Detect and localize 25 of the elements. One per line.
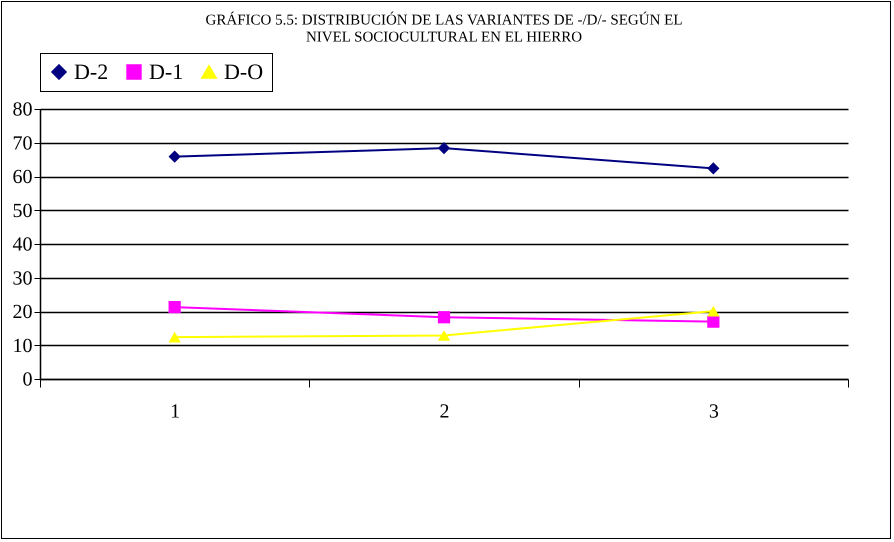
point — [707, 162, 720, 175]
legend-label: D-1 — [149, 59, 184, 84]
chart-title: GRÁFICO 5.5: DISTRIBUCIÓN DE LAS VARIANTES DE -/D/- SEGÚN EL NIVEL SOCIOCULTURAL EN EL HIERRO — [206, 12, 682, 46]
y-tick-label: 40 — [12, 234, 32, 256]
point — [438, 142, 450, 154]
y-tick-label: 50 — [12, 200, 32, 222]
point — [438, 330, 450, 341]
x-tick-label: 1 — [170, 400, 180, 422]
point — [707, 316, 720, 328]
legend-label: D-2 — [74, 59, 108, 84]
x-tick-label: 3 — [708, 400, 719, 422]
legend-label: D-O — [224, 59, 264, 84]
y-tick-label: 70 — [12, 132, 32, 154]
point — [168, 332, 181, 342]
y-tick-label: 60 — [12, 166, 32, 188]
point — [168, 150, 181, 163]
x-tick-label: 2 — [440, 400, 450, 422]
point — [707, 306, 720, 316]
y-tick-label: 80 — [12, 98, 32, 120]
y-tick-label: 0 — [22, 368, 32, 390]
y-tick-label: 20 — [12, 301, 32, 323]
y-tick-label: 10 — [12, 334, 32, 357]
point — [438, 311, 450, 324]
point — [168, 300, 181, 314]
y-tick-label: 30 — [12, 267, 32, 290]
